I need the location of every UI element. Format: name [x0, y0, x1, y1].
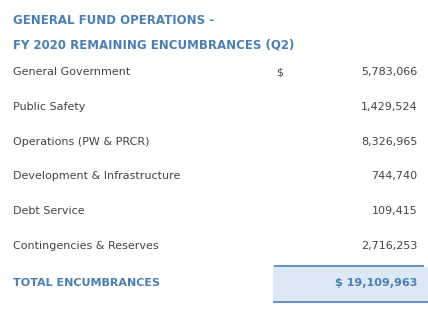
Text: 8,326,965: 8,326,965	[361, 136, 417, 147]
Text: General Government: General Government	[13, 67, 130, 77]
Text: Development & Infrastructure: Development & Infrastructure	[13, 171, 180, 181]
Text: $ 19,109,963: $ 19,109,963	[335, 278, 417, 289]
Text: GENERAL FUND OPERATIONS -: GENERAL FUND OPERATIONS -	[13, 14, 214, 27]
Text: Public Safety: Public Safety	[13, 102, 85, 112]
Text: FY 2020 REMAINING ENCUMBRANCES (Q2): FY 2020 REMAINING ENCUMBRANCES (Q2)	[13, 39, 294, 51]
Text: $: $	[276, 67, 283, 77]
Text: 5,783,066: 5,783,066	[361, 67, 417, 77]
Text: Debt Service: Debt Service	[13, 206, 84, 216]
Text: Operations (PW & PRCR): Operations (PW & PRCR)	[13, 136, 149, 147]
Text: TOTAL ENCUMBRANCES: TOTAL ENCUMBRANCES	[13, 278, 160, 289]
Text: Contingencies & Reserves: Contingencies & Reserves	[13, 240, 158, 251]
Text: 2,716,253: 2,716,253	[361, 240, 417, 251]
Text: 1,429,524: 1,429,524	[361, 102, 417, 112]
Text: 109,415: 109,415	[372, 206, 417, 216]
FancyBboxPatch shape	[273, 267, 428, 301]
Text: 744,740: 744,740	[371, 171, 417, 181]
